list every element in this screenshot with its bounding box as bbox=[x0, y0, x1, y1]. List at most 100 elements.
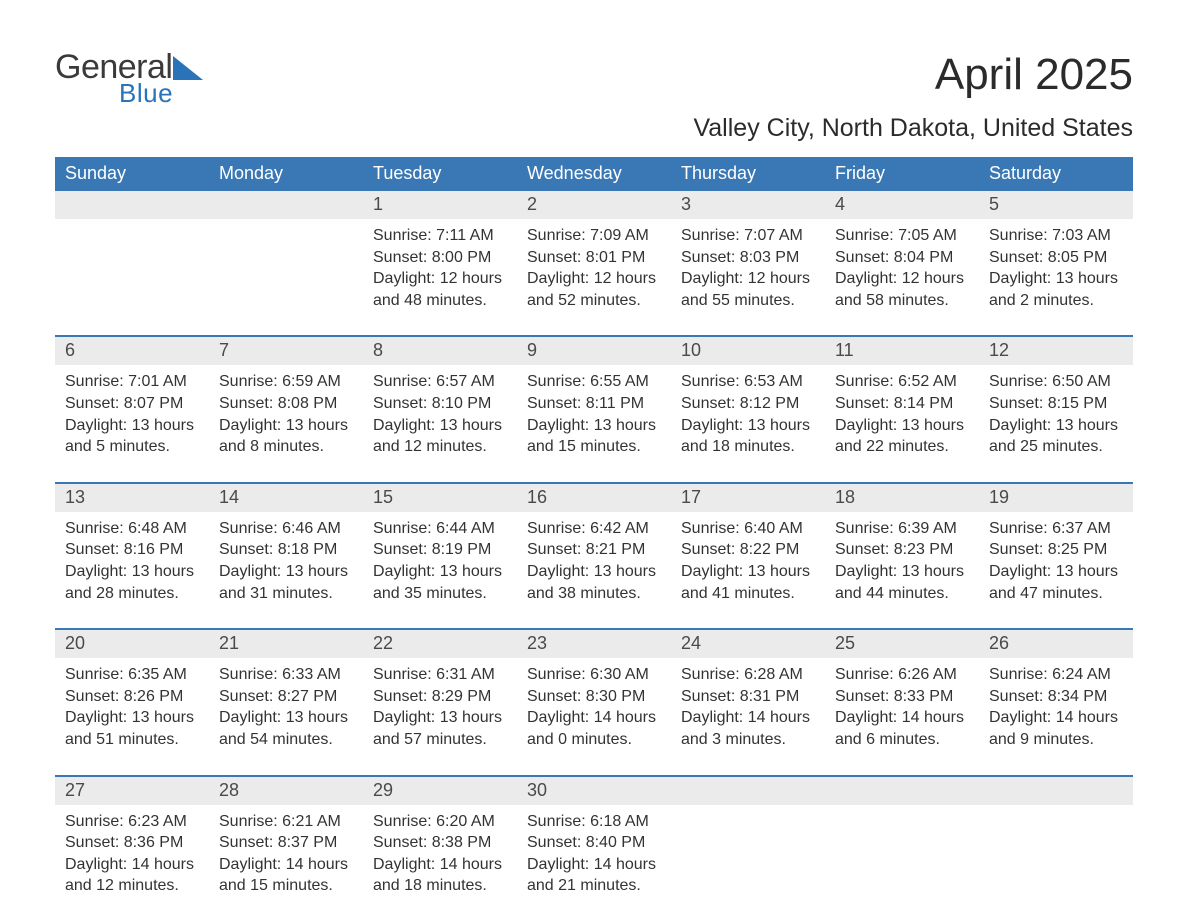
day-number: 15 bbox=[363, 484, 517, 512]
weekday-label: Thursday bbox=[671, 157, 825, 191]
day-number: 5 bbox=[979, 191, 1133, 219]
day-content: Sunrise: 6:31 AMSunset: 8:29 PMDaylight:… bbox=[363, 658, 517, 756]
day-number: 13 bbox=[55, 484, 209, 512]
day-number: 8 bbox=[363, 337, 517, 365]
day-number: 3 bbox=[671, 191, 825, 219]
day-number: 30 bbox=[517, 777, 671, 805]
day-number: 18 bbox=[825, 484, 979, 512]
day-number: 14 bbox=[209, 484, 363, 512]
day-number: 4 bbox=[825, 191, 979, 219]
day-number: 25 bbox=[825, 630, 979, 658]
day-content: Sunrise: 7:09 AMSunset: 8:01 PMDaylight:… bbox=[517, 219, 671, 317]
week-row: 27282930Sunrise: 6:23 AMSunset: 8:36 PMD… bbox=[55, 775, 1133, 903]
day-number: 7 bbox=[209, 337, 363, 365]
day-number: 9 bbox=[517, 337, 671, 365]
daynum-row: 13141516171819 bbox=[55, 484, 1133, 512]
daynum-row: 12345 bbox=[55, 191, 1133, 219]
weekday-label: Wednesday bbox=[517, 157, 671, 191]
day-number bbox=[825, 777, 979, 805]
day-content: Sunrise: 7:03 AMSunset: 8:05 PMDaylight:… bbox=[979, 219, 1133, 317]
week-row: 13141516171819Sunrise: 6:48 AMSunset: 8:… bbox=[55, 482, 1133, 610]
day-content: Sunrise: 6:26 AMSunset: 8:33 PMDaylight:… bbox=[825, 658, 979, 756]
day-content: Sunrise: 7:11 AMSunset: 8:00 PMDaylight:… bbox=[363, 219, 517, 317]
day-content: Sunrise: 7:07 AMSunset: 8:03 PMDaylight:… bbox=[671, 219, 825, 317]
day-number: 21 bbox=[209, 630, 363, 658]
day-number: 2 bbox=[517, 191, 671, 219]
day-content: Sunrise: 6:21 AMSunset: 8:37 PMDaylight:… bbox=[209, 805, 363, 903]
week-row: 20212223242526Sunrise: 6:35 AMSunset: 8:… bbox=[55, 628, 1133, 756]
day-content bbox=[671, 805, 825, 903]
day-content bbox=[979, 805, 1133, 903]
day-number bbox=[671, 777, 825, 805]
day-number: 6 bbox=[55, 337, 209, 365]
day-content: Sunrise: 6:30 AMSunset: 8:30 PMDaylight:… bbox=[517, 658, 671, 756]
day-content bbox=[55, 219, 209, 317]
day-content: Sunrise: 6:39 AMSunset: 8:23 PMDaylight:… bbox=[825, 512, 979, 610]
day-number: 20 bbox=[55, 630, 209, 658]
month-title: April 2025 bbox=[693, 50, 1133, 100]
day-content: Sunrise: 6:18 AMSunset: 8:40 PMDaylight:… bbox=[517, 805, 671, 903]
day-content: Sunrise: 6:24 AMSunset: 8:34 PMDaylight:… bbox=[979, 658, 1133, 756]
daynum-row: 6789101112 bbox=[55, 337, 1133, 365]
logo-text: General Blue bbox=[55, 50, 173, 106]
header: General Blue April 2025 Valley City, Nor… bbox=[55, 50, 1133, 143]
day-content: Sunrise: 6:55 AMSunset: 8:11 PMDaylight:… bbox=[517, 365, 671, 463]
day-number: 19 bbox=[979, 484, 1133, 512]
day-content: Sunrise: 7:05 AMSunset: 8:04 PMDaylight:… bbox=[825, 219, 979, 317]
day-content: Sunrise: 6:48 AMSunset: 8:16 PMDaylight:… bbox=[55, 512, 209, 610]
day-content: Sunrise: 6:20 AMSunset: 8:38 PMDaylight:… bbox=[363, 805, 517, 903]
daycontent-row: Sunrise: 6:35 AMSunset: 8:26 PMDaylight:… bbox=[55, 658, 1133, 756]
daynum-row: 27282930 bbox=[55, 777, 1133, 805]
day-content: Sunrise: 6:37 AMSunset: 8:25 PMDaylight:… bbox=[979, 512, 1133, 610]
day-content: Sunrise: 6:59 AMSunset: 8:08 PMDaylight:… bbox=[209, 365, 363, 463]
weekday-label: Monday bbox=[209, 157, 363, 191]
day-content: Sunrise: 6:28 AMSunset: 8:31 PMDaylight:… bbox=[671, 658, 825, 756]
day-content: Sunrise: 6:46 AMSunset: 8:18 PMDaylight:… bbox=[209, 512, 363, 610]
day-number: 11 bbox=[825, 337, 979, 365]
weekday-label: Saturday bbox=[979, 157, 1133, 191]
day-content: Sunrise: 7:01 AMSunset: 8:07 PMDaylight:… bbox=[55, 365, 209, 463]
flag-icon bbox=[173, 56, 205, 84]
daynum-row: 20212223242526 bbox=[55, 630, 1133, 658]
day-number bbox=[209, 191, 363, 219]
day-number: 16 bbox=[517, 484, 671, 512]
day-number: 29 bbox=[363, 777, 517, 805]
day-content: Sunrise: 6:33 AMSunset: 8:27 PMDaylight:… bbox=[209, 658, 363, 756]
day-content: Sunrise: 6:40 AMSunset: 8:22 PMDaylight:… bbox=[671, 512, 825, 610]
weekday-label: Friday bbox=[825, 157, 979, 191]
day-number: 12 bbox=[979, 337, 1133, 365]
day-number: 23 bbox=[517, 630, 671, 658]
day-number: 24 bbox=[671, 630, 825, 658]
daycontent-row: Sunrise: 6:23 AMSunset: 8:36 PMDaylight:… bbox=[55, 805, 1133, 903]
day-content: Sunrise: 6:23 AMSunset: 8:36 PMDaylight:… bbox=[55, 805, 209, 903]
calendar: SundayMondayTuesdayWednesdayThursdayFrid… bbox=[55, 157, 1133, 903]
day-content: Sunrise: 6:53 AMSunset: 8:12 PMDaylight:… bbox=[671, 365, 825, 463]
day-content: Sunrise: 6:35 AMSunset: 8:26 PMDaylight:… bbox=[55, 658, 209, 756]
daycontent-row: Sunrise: 6:48 AMSunset: 8:16 PMDaylight:… bbox=[55, 512, 1133, 610]
title-block: April 2025 Valley City, North Dakota, Un… bbox=[693, 50, 1133, 143]
day-number: 22 bbox=[363, 630, 517, 658]
day-number: 26 bbox=[979, 630, 1133, 658]
logo-blue-text: Blue bbox=[119, 80, 173, 106]
week-row: 6789101112Sunrise: 7:01 AMSunset: 8:07 P… bbox=[55, 335, 1133, 463]
weekday-header-row: SundayMondayTuesdayWednesdayThursdayFrid… bbox=[55, 157, 1133, 191]
location-text: Valley City, North Dakota, United States bbox=[693, 114, 1133, 143]
day-number: 27 bbox=[55, 777, 209, 805]
day-content bbox=[209, 219, 363, 317]
day-content: Sunrise: 6:44 AMSunset: 8:19 PMDaylight:… bbox=[363, 512, 517, 610]
daycontent-row: Sunrise: 7:11 AMSunset: 8:00 PMDaylight:… bbox=[55, 219, 1133, 317]
logo: General Blue bbox=[55, 50, 205, 106]
day-number: 1 bbox=[363, 191, 517, 219]
day-content bbox=[825, 805, 979, 903]
day-content: Sunrise: 6:50 AMSunset: 8:15 PMDaylight:… bbox=[979, 365, 1133, 463]
day-number: 17 bbox=[671, 484, 825, 512]
day-number: 10 bbox=[671, 337, 825, 365]
day-content: Sunrise: 6:57 AMSunset: 8:10 PMDaylight:… bbox=[363, 365, 517, 463]
day-number: 28 bbox=[209, 777, 363, 805]
weekday-label: Tuesday bbox=[363, 157, 517, 191]
weekday-label: Sunday bbox=[55, 157, 209, 191]
day-content: Sunrise: 6:42 AMSunset: 8:21 PMDaylight:… bbox=[517, 512, 671, 610]
daycontent-row: Sunrise: 7:01 AMSunset: 8:07 PMDaylight:… bbox=[55, 365, 1133, 463]
day-content: Sunrise: 6:52 AMSunset: 8:14 PMDaylight:… bbox=[825, 365, 979, 463]
week-row: 12345Sunrise: 7:11 AMSunset: 8:00 PMDayl… bbox=[55, 191, 1133, 317]
